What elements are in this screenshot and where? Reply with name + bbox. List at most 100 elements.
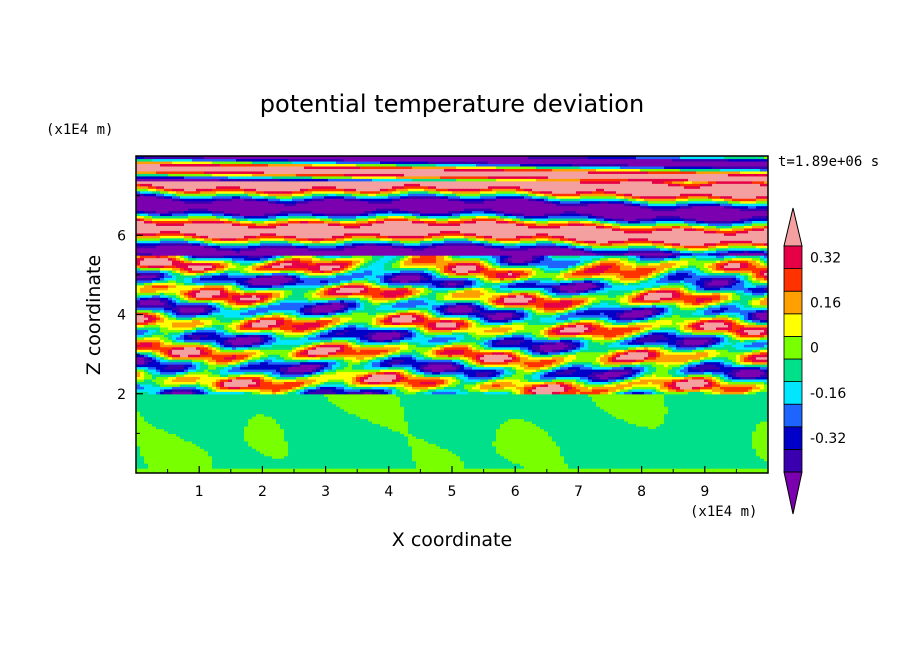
- field-cell: [272, 420, 277, 425]
- field-cell: [648, 445, 653, 449]
- field-cell: [324, 453, 329, 457]
- field-cell: [516, 411, 521, 415]
- field-cell: [260, 435, 265, 439]
- field-cell: [636, 468, 641, 472]
- field-cell: [544, 445, 549, 449]
- field-cell: [288, 448, 293, 452]
- field-cell: [200, 455, 205, 459]
- field-cell: [316, 445, 321, 449]
- field-cell: [388, 413, 393, 417]
- field-cell: [248, 468, 253, 472]
- field-cell: [620, 418, 625, 422]
- field-cell: [428, 430, 433, 434]
- field-cell: [236, 416, 241, 420]
- field-cell: [652, 425, 657, 430]
- field-cell: [160, 428, 165, 432]
- field-cell: [424, 453, 429, 457]
- field-cell: [368, 465, 373, 469]
- field-cell: [636, 465, 641, 469]
- field-cell: [380, 418, 385, 422]
- field-cell: [720, 458, 725, 462]
- field-cell: [460, 445, 465, 449]
- field-cell: [564, 433, 569, 437]
- field-cell: [684, 408, 689, 412]
- field-cell: [500, 453, 505, 457]
- field-cell: [380, 411, 385, 415]
- field-cell: [284, 425, 289, 430]
- field-cell: [696, 416, 701, 420]
- field-cell: [304, 418, 309, 422]
- field-cell: [216, 413, 221, 417]
- field-cell: [240, 416, 245, 420]
- field-cell: [532, 430, 537, 434]
- field-cell: [424, 416, 429, 420]
- field-cell: [540, 455, 545, 459]
- field-cell: [648, 453, 653, 457]
- field-cell: [688, 450, 693, 454]
- field-cell: [168, 433, 173, 437]
- field-cell: [156, 411, 161, 415]
- field-cell: [268, 463, 273, 467]
- field-cell: [428, 445, 433, 449]
- field-cell: [352, 425, 357, 430]
- field-cell: [344, 468, 349, 472]
- field-cell: [336, 430, 341, 434]
- field-cell: [560, 435, 565, 439]
- field-cell: [512, 438, 517, 442]
- field-cell: [404, 440, 409, 444]
- field-cell: [176, 443, 181, 447]
- field-cell: [392, 418, 397, 422]
- field-cell: [424, 468, 429, 472]
- field-cell: [204, 413, 209, 417]
- field-cell: [288, 423, 293, 427]
- field-cell: [276, 468, 281, 472]
- field-cell: [692, 413, 697, 417]
- field-cell: [596, 460, 601, 464]
- field-cell: [488, 435, 493, 439]
- field-cell: [664, 465, 669, 469]
- field-cell: [380, 423, 385, 427]
- field-cell: [552, 435, 557, 439]
- field-cell: [512, 425, 517, 430]
- field-cell: [752, 460, 757, 464]
- field-cell: [592, 438, 597, 442]
- field-cell: [288, 413, 293, 417]
- field-cell: [560, 450, 565, 454]
- field-cell: [364, 450, 369, 454]
- field-cell: [648, 420, 653, 425]
- field-cell: [176, 468, 181, 472]
- field-cell: [180, 448, 185, 452]
- field-cell: [712, 440, 717, 444]
- field-cell: [292, 435, 297, 439]
- field-cell: [236, 438, 241, 442]
- field-cell: [276, 438, 281, 442]
- field-cell: [436, 460, 441, 464]
- field-cell: [572, 425, 577, 430]
- field-cell: [600, 418, 605, 422]
- field-cell: [600, 420, 605, 425]
- field-cell: [136, 448, 141, 452]
- field-cell: [160, 445, 165, 449]
- field-cell: [332, 470, 337, 473]
- field-cell: [200, 445, 205, 449]
- field-cell: [748, 435, 753, 439]
- field-cell: [508, 460, 513, 464]
- field-cell: [584, 418, 589, 422]
- field-cell: [632, 438, 637, 442]
- field-cell: [528, 460, 533, 464]
- field-cell: [232, 463, 237, 467]
- field-cell: [384, 438, 389, 442]
- field-cell: [616, 411, 621, 415]
- field-cell: [464, 440, 469, 444]
- field-cell: [568, 445, 573, 449]
- field-cell: [600, 448, 605, 452]
- field-cell: [452, 445, 457, 449]
- field-cell: [764, 443, 768, 447]
- field-cell: [448, 443, 453, 447]
- field-cell: [688, 463, 693, 467]
- field-cell: [500, 435, 505, 439]
- field-cell: [476, 416, 481, 420]
- field-cell: [168, 468, 173, 472]
- field-cell: [532, 470, 537, 473]
- field-cell: [288, 435, 293, 439]
